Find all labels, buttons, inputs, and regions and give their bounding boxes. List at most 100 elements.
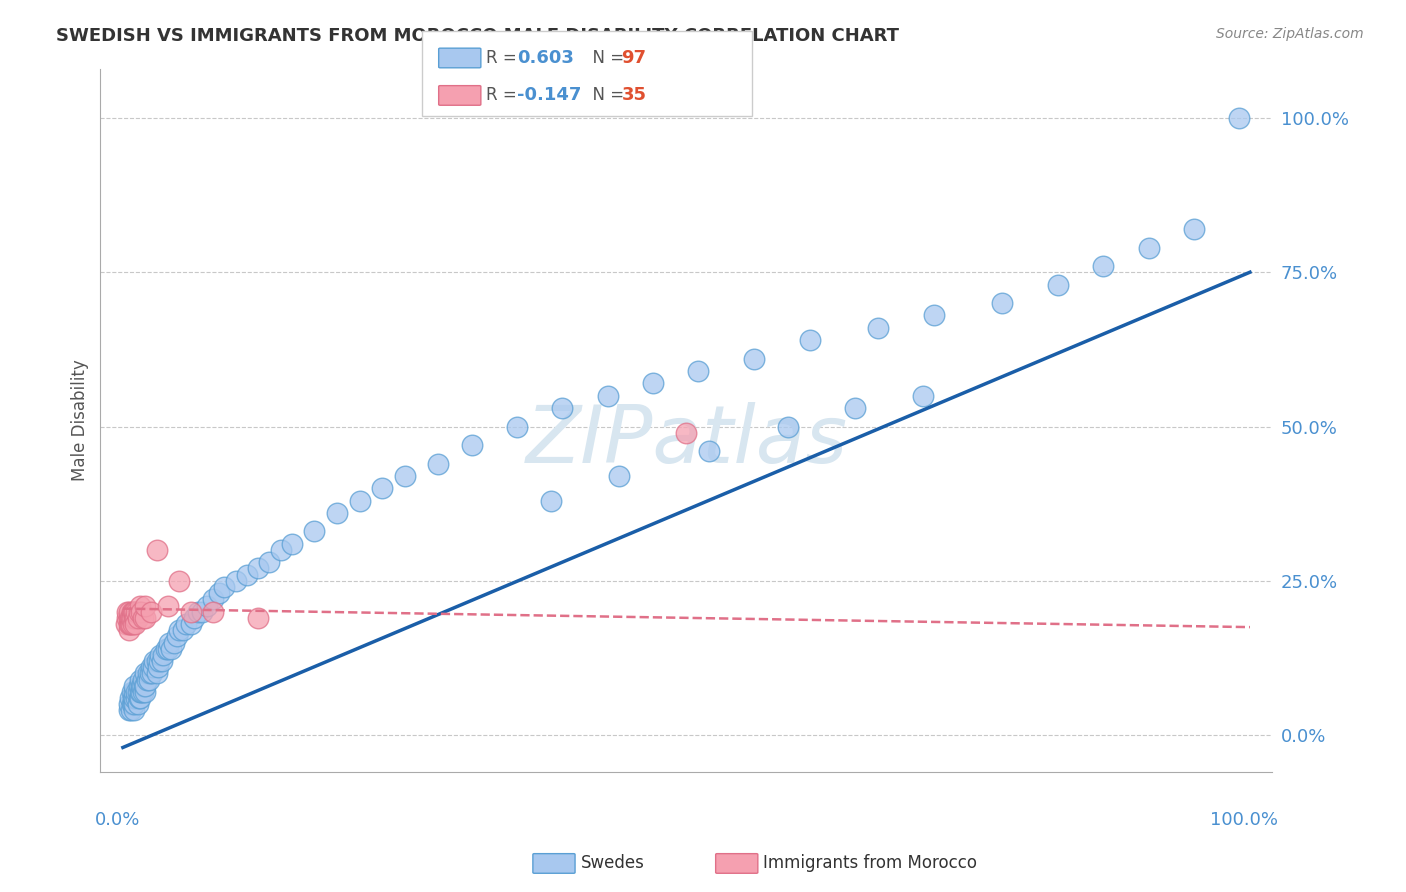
Point — [121, 685, 143, 699]
Point — [1047, 277, 1070, 292]
Point — [134, 685, 156, 699]
Point — [225, 574, 247, 588]
Point — [697, 444, 720, 458]
Point — [197, 599, 219, 613]
Text: Swedes: Swedes — [581, 855, 644, 872]
Point — [371, 481, 394, 495]
Point — [1092, 259, 1115, 273]
Text: 100.0%: 100.0% — [1211, 811, 1278, 829]
Text: Immigrants from Morocco: Immigrants from Morocco — [763, 855, 977, 872]
Point — [187, 605, 209, 619]
Point — [135, 673, 157, 687]
Point — [149, 648, 172, 662]
Point — [117, 703, 139, 717]
Point — [145, 654, 167, 668]
Point — [202, 605, 225, 619]
Point — [427, 457, 450, 471]
Text: N =: N = — [582, 87, 630, 104]
Point — [122, 611, 145, 625]
Point — [138, 673, 160, 687]
Point — [191, 605, 214, 619]
Point — [129, 685, 152, 699]
Point — [180, 617, 202, 632]
Point — [121, 698, 143, 712]
Point — [131, 679, 153, 693]
Point — [134, 611, 156, 625]
Point — [172, 624, 194, 638]
Point — [236, 567, 259, 582]
Point — [124, 611, 146, 625]
Point — [675, 425, 697, 440]
Point — [128, 691, 150, 706]
Point — [394, 469, 416, 483]
Point — [155, 641, 177, 656]
Point — [349, 493, 371, 508]
Point — [156, 599, 179, 613]
Point — [180, 605, 202, 619]
Point — [607, 469, 630, 483]
Point — [281, 537, 304, 551]
Point — [214, 580, 236, 594]
Point — [129, 679, 152, 693]
Point — [686, 364, 709, 378]
Point — [134, 679, 156, 693]
Point — [115, 617, 138, 632]
Point — [152, 648, 174, 662]
Point — [120, 703, 142, 717]
Text: R =: R = — [486, 87, 523, 104]
Point — [1227, 111, 1250, 125]
Point — [132, 673, 155, 687]
Point — [162, 635, 184, 649]
Point — [125, 605, 148, 619]
Point — [551, 401, 574, 415]
Point — [127, 611, 149, 625]
Point — [128, 679, 150, 693]
Point — [991, 296, 1014, 310]
Point — [461, 438, 484, 452]
Point — [128, 673, 150, 687]
Point — [136, 666, 159, 681]
Text: -0.147: -0.147 — [517, 87, 582, 104]
Point — [125, 691, 148, 706]
Point — [132, 611, 155, 625]
Point — [121, 611, 143, 625]
Y-axis label: Male Disability: Male Disability — [72, 359, 89, 481]
Point — [122, 691, 145, 706]
Point — [117, 611, 139, 625]
Point — [183, 611, 205, 625]
Point — [127, 685, 149, 699]
Text: ZIPatlas: ZIPatlas — [526, 402, 848, 481]
Point — [167, 624, 190, 638]
Point — [844, 401, 866, 415]
Point — [122, 605, 145, 619]
Point — [742, 351, 765, 366]
Text: Source: ZipAtlas.com: Source: ZipAtlas.com — [1216, 27, 1364, 41]
Point — [134, 666, 156, 681]
Point — [259, 555, 281, 569]
Point — [150, 654, 173, 668]
Point — [148, 654, 170, 668]
Point — [122, 698, 145, 712]
Text: 0.603: 0.603 — [517, 49, 574, 67]
Point — [122, 691, 145, 706]
Text: 0.0%: 0.0% — [94, 811, 139, 829]
Point — [156, 641, 179, 656]
Point — [122, 679, 145, 693]
Point — [924, 309, 946, 323]
Point — [1182, 222, 1205, 236]
Text: R =: R = — [486, 49, 523, 67]
Text: SWEDISH VS IMMIGRANTS FROM MOROCCO MALE DISABILITY CORRELATION CHART: SWEDISH VS IMMIGRANTS FROM MOROCCO MALE … — [56, 27, 900, 45]
Text: N =: N = — [582, 49, 630, 67]
Point — [128, 691, 150, 706]
Point — [122, 698, 145, 712]
Point — [142, 660, 165, 674]
Point — [122, 617, 145, 632]
Point — [146, 660, 169, 674]
Point — [117, 617, 139, 632]
Point — [139, 666, 162, 681]
Point — [125, 685, 148, 699]
Point — [124, 617, 146, 632]
Point — [118, 691, 141, 706]
Text: 97: 97 — [621, 49, 647, 67]
Point — [127, 698, 149, 712]
